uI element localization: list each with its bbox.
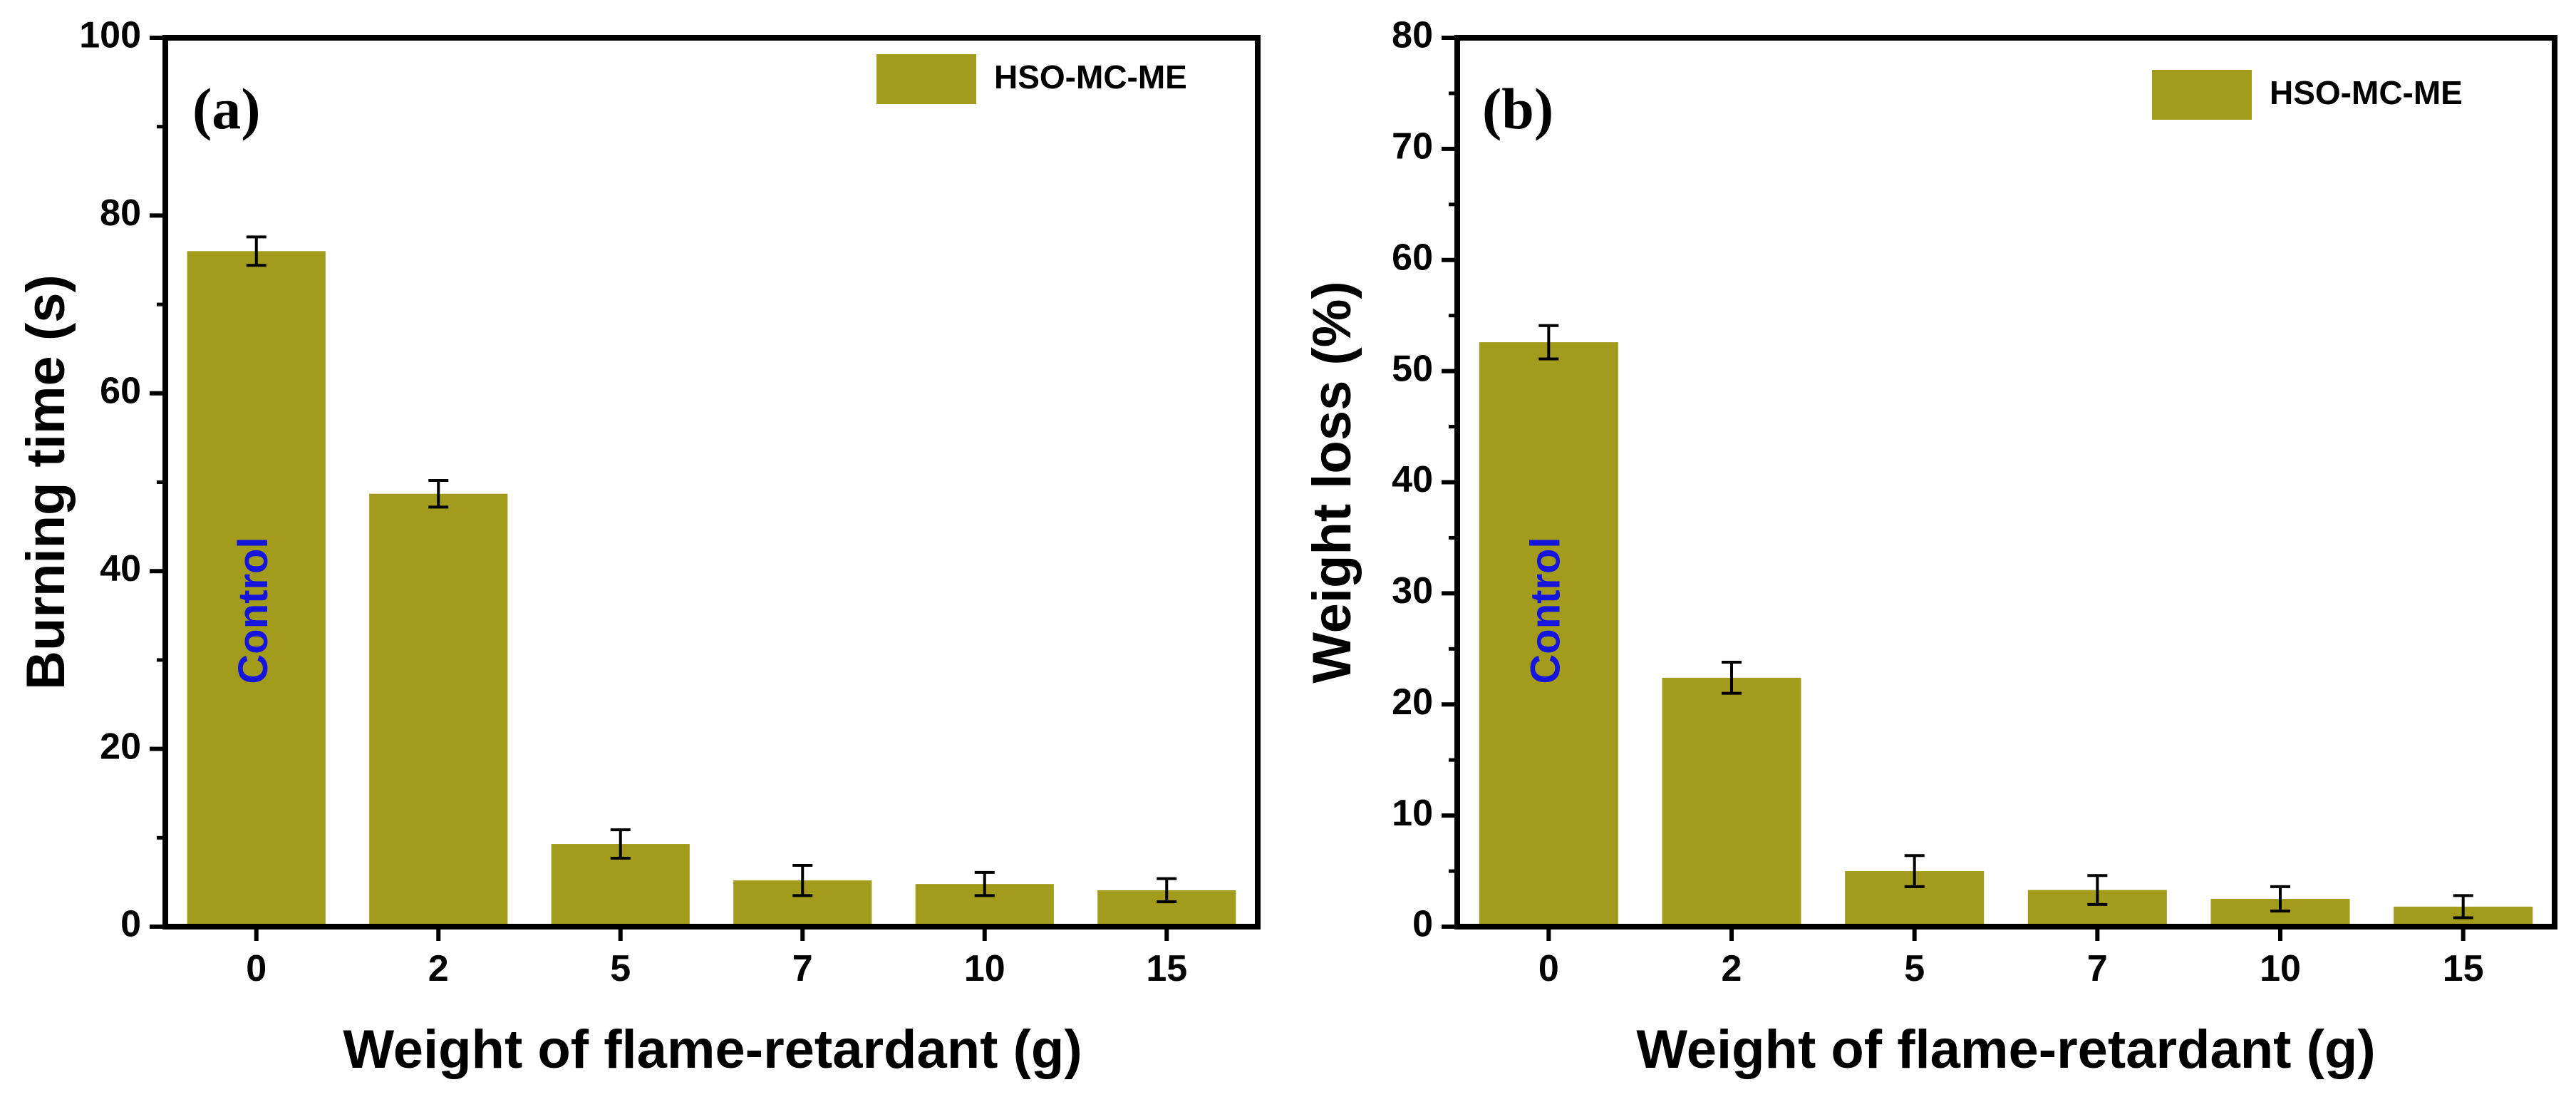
x-axis-title: Weight of flame-retardant (g) bbox=[1636, 1019, 2375, 1080]
x-tick-label: 5 bbox=[610, 948, 631, 989]
x-tick-label: 0 bbox=[246, 948, 267, 989]
x-tick-label: 10 bbox=[964, 948, 1005, 989]
x-tick-label: 2 bbox=[428, 948, 449, 989]
y-axis-title: Burning time (s) bbox=[16, 274, 76, 690]
legend-label: HSO-MC-ME bbox=[994, 58, 1187, 96]
y-tick-label: 30 bbox=[1392, 570, 1433, 612]
chart-panel-1: Control 0 20 40 60 80 100 0 2 5 7 10 15 Weight of fla… bbox=[16, 15, 1261, 1080]
y-tick-label: 100 bbox=[79, 15, 141, 56]
plot-frame bbox=[162, 35, 1261, 930]
x-tick-label: 15 bbox=[1146, 948, 1187, 989]
panel-label: (b) bbox=[1482, 76, 1553, 141]
legend: HSO-MC-ME bbox=[2152, 70, 2463, 120]
y-tick-label: 60 bbox=[100, 371, 141, 412]
legend-swatch bbox=[876, 54, 976, 104]
x-tick-label: 7 bbox=[2087, 948, 2108, 989]
x-tick-label: 2 bbox=[1722, 948, 1742, 989]
legend: HSO-MC-ME bbox=[876, 54, 1187, 104]
plot-frame bbox=[1454, 35, 2557, 930]
y-tick-label: 40 bbox=[1392, 459, 1433, 500]
chart-panel-2: Control 0 10 20 30 40 50 60 70 80 0 2 5 7 10 15 Weight o… bbox=[1302, 15, 2557, 1080]
x-axis-title: Weight of flame-retardant (g) bbox=[343, 1019, 1082, 1080]
panel-label: (a) bbox=[192, 76, 261, 141]
y-axis-title: Weight loss (%) bbox=[1302, 281, 1362, 683]
bar-2 bbox=[369, 493, 508, 927]
y-tick-label: 50 bbox=[1392, 348, 1433, 389]
y-tick-label: 40 bbox=[100, 548, 141, 589]
control-label: Control bbox=[230, 537, 276, 684]
legend-swatch bbox=[2152, 70, 2252, 120]
x-tick-label: 10 bbox=[2260, 948, 2301, 989]
bar-2 bbox=[1662, 677, 1801, 927]
y-tick-label: 80 bbox=[1392, 15, 1433, 56]
x-tick-label: 15 bbox=[2443, 948, 2484, 989]
x-tick-label: 7 bbox=[792, 948, 813, 989]
bar-0 bbox=[187, 251, 326, 927]
y-tick-label: 80 bbox=[100, 192, 141, 234]
control-label: Control bbox=[1523, 537, 1569, 684]
y-tick-label: 20 bbox=[100, 726, 141, 767]
x-tick-label: 5 bbox=[1904, 948, 1925, 989]
y-tick-label: 70 bbox=[1392, 126, 1433, 168]
x-tick-label: 0 bbox=[1538, 948, 1559, 989]
y-tick-label: 20 bbox=[1392, 681, 1433, 723]
y-tick-label: 0 bbox=[120, 904, 141, 945]
y-tick-label: 10 bbox=[1392, 793, 1433, 834]
y-tick-label: 60 bbox=[1392, 237, 1433, 278]
legend-label: HSO-MC-ME bbox=[2270, 74, 2463, 111]
y-tick-label: 0 bbox=[1412, 904, 1433, 945]
bar-0 bbox=[1479, 342, 1618, 927]
